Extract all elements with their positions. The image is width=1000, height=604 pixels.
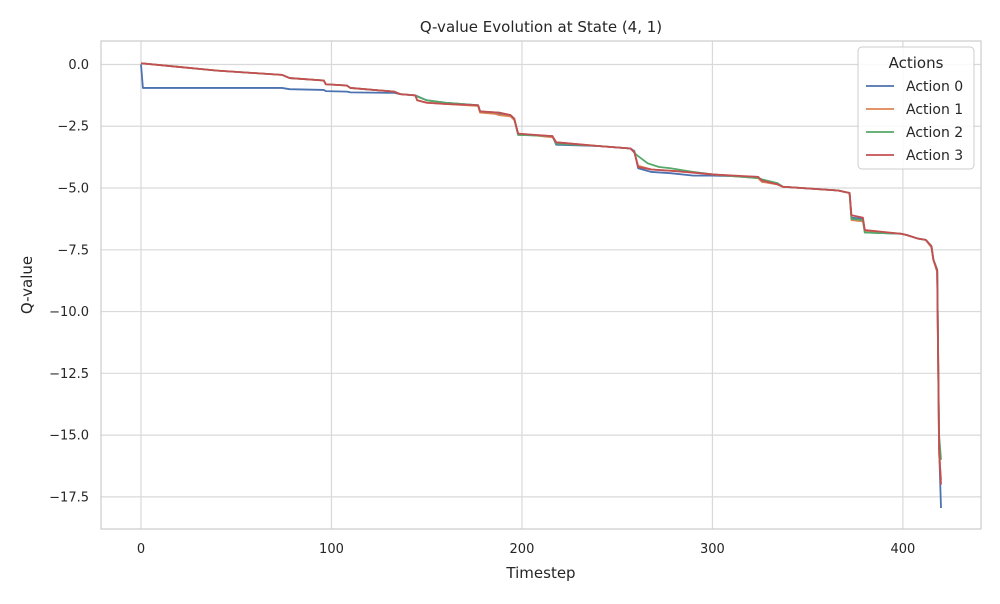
x-tick-label: 0 — [137, 542, 145, 557]
y-tick-label: −17.5 — [49, 490, 89, 505]
x-tick-label: 300 — [700, 542, 725, 557]
y-tick-label: −10.0 — [49, 305, 89, 320]
legend-box — [857, 46, 975, 170]
x-tick-label: 100 — [319, 542, 344, 557]
legend-label-action-0: Action 0 — [906, 79, 963, 95]
x-tick-label: 200 — [510, 542, 535, 557]
legend: Actions Action 0 Action 1 Action 2 Action 3 — [857, 46, 975, 170]
series-line-action-3 — [140, 62, 942, 485]
tick-labels: 0 100 200 300 400 0.0 −2.5 −5.0 −7.5 −10.0 −12.5 −1… — [49, 58, 915, 557]
legend-items: Action 0 Action 1 Action 2 Action 3 — [866, 79, 963, 164]
y-tick-label: −7.5 — [57, 243, 89, 258]
legend-label-action-1: Action 1 — [906, 102, 963, 118]
x-tick-label: 400 — [890, 542, 915, 557]
y-tick-label: −12.5 — [49, 367, 89, 382]
y-tick-label: 0.0 — [68, 58, 89, 73]
y-tick-label: −2.5 — [57, 120, 89, 135]
y-tick-label: −5.0 — [57, 182, 89, 197]
legend-label-action-2: Action 2 — [906, 125, 963, 141]
legend-label-action-3: Action 3 — [906, 148, 963, 164]
series-line-action-0 — [140, 64, 942, 509]
grid-layer — [101, 41, 981, 529]
x-axis-label: Timestep — [505, 564, 575, 582]
series-line-action-2 — [140, 62, 942, 460]
y-axis-label: Q-value — [18, 256, 36, 314]
legend-title: Actions — [889, 54, 944, 72]
plot-frame — [100, 40, 982, 530]
y-tick-label: −15.0 — [49, 429, 89, 444]
chart-title: Q-value Evolution at State (4, 1) — [420, 18, 662, 36]
series-layer — [140, 62, 942, 509]
